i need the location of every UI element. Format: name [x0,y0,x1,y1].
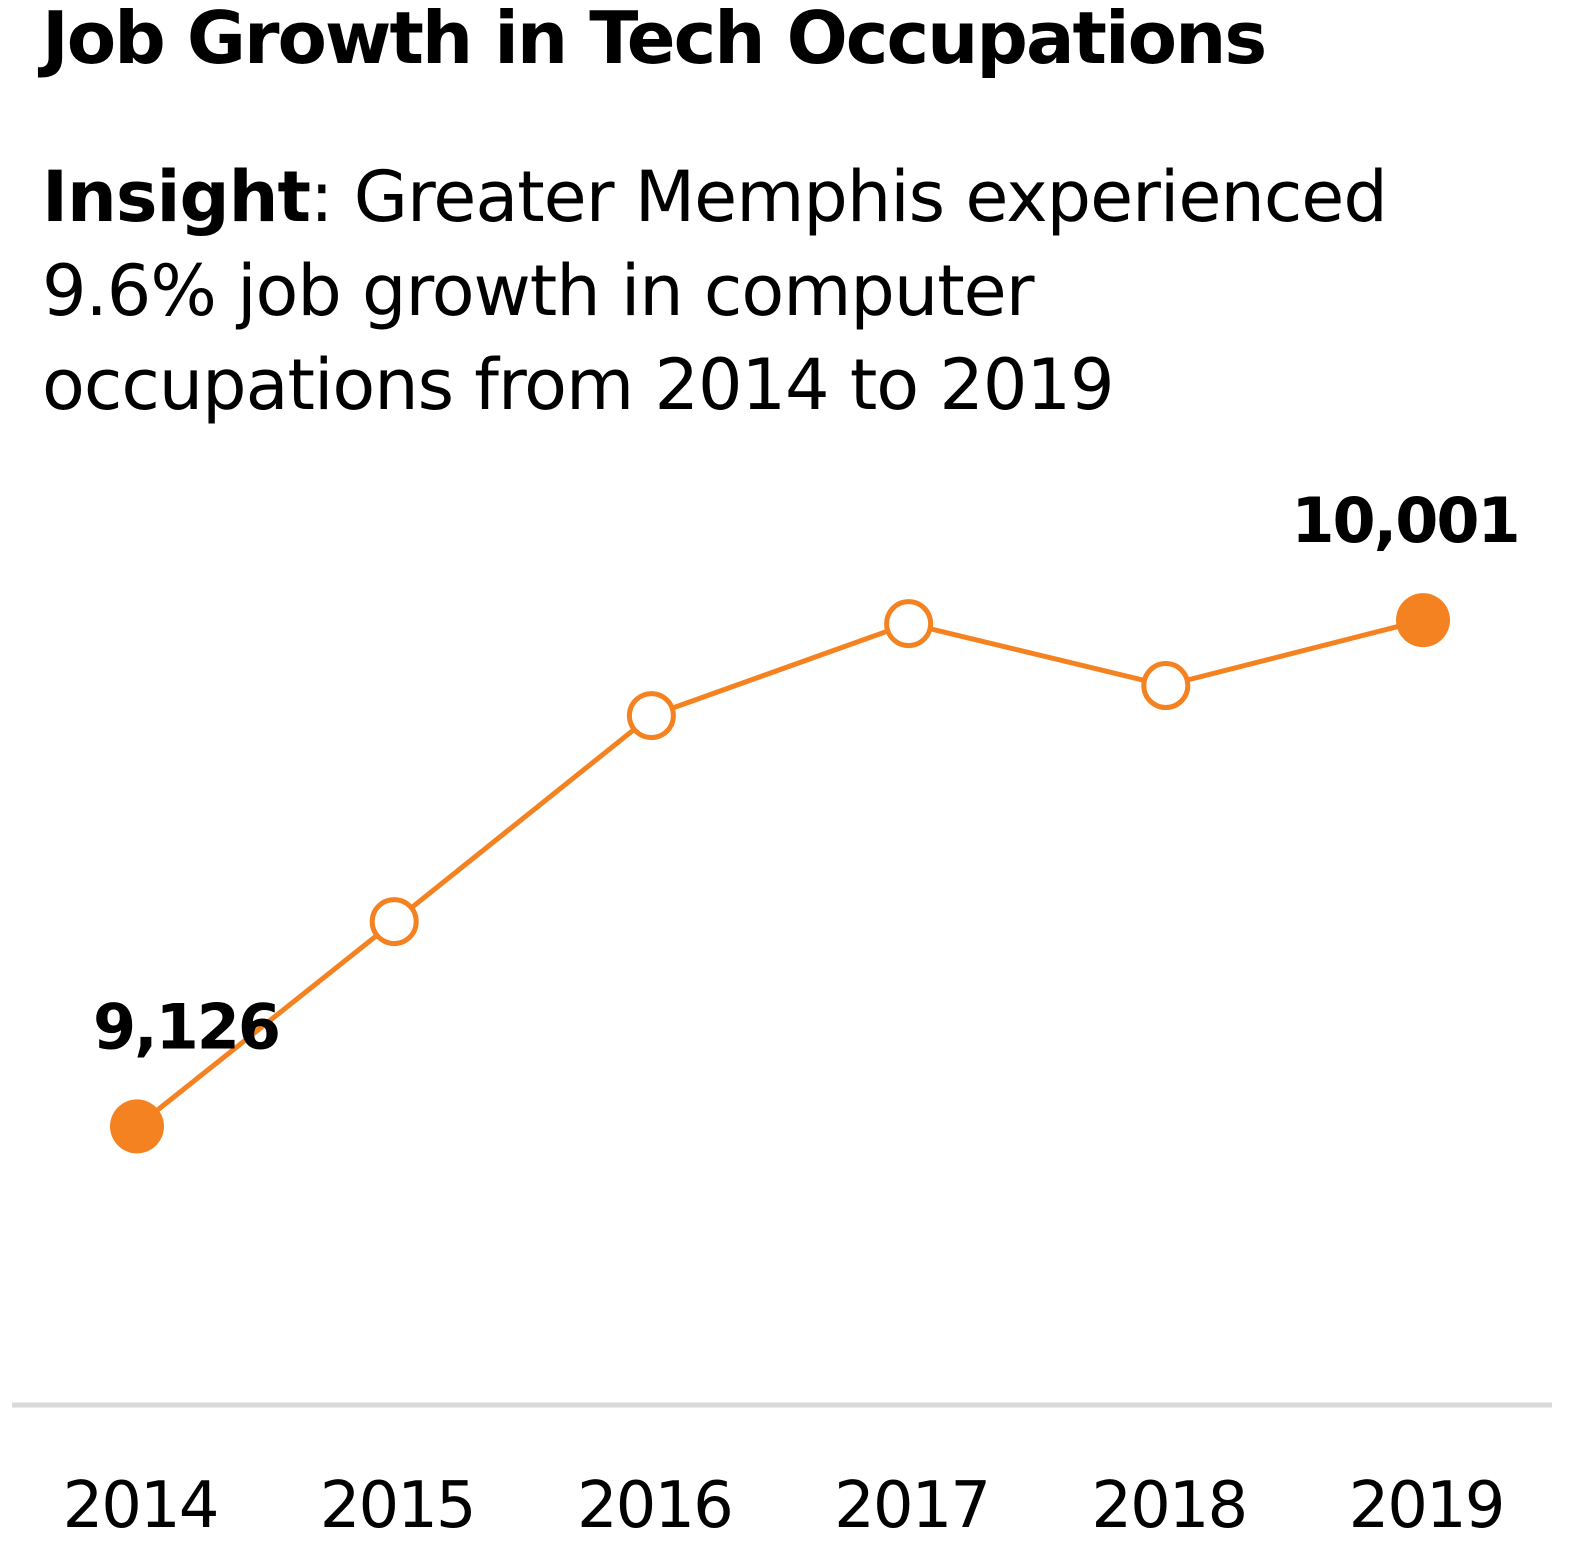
x-tick-label-2014: 2014 [63,1469,218,1542]
x-tick-labels: 2014 2015 2016 2017 2018 2019 [63,1469,1506,1542]
insight-text: Insight: Greater Memphis experienced 9.6… [42,150,1562,432]
series-line [135,617,1424,1129]
data-point-filled [1396,593,1450,648]
data-points [110,593,1450,1154]
data-point-hollow [1141,661,1191,711]
x-tick-label-2017: 2017 [834,1469,989,1542]
data-labels: 9,126 10,001 [93,484,1521,1063]
insight-lead: Insight [42,156,311,238]
chart-title: Job Growth in Tech Occupations [42,0,1267,80]
x-tick-label-2015: 2015 [320,1469,475,1542]
data-label-2019: 10,001 [1291,484,1518,557]
insight-line-1: Insight: Greater Memphis experienced [42,150,1562,244]
data-point-hollow [626,691,676,741]
data-label-2014: 9,126 [93,990,279,1063]
insight-line-1-text: : Greater Memphis experienced [309,156,1388,238]
x-tick-label-2019: 2019 [1349,1469,1504,1542]
insight-line-3: occupations from 2014 to 2019 [42,344,1115,426]
insight-line-2: 9.6% job growth in computer [42,250,1035,332]
data-point-hollow [369,897,419,947]
data-point-hollow [884,599,934,649]
data-point-filled [110,1099,164,1154]
x-tick-label-2016: 2016 [577,1469,732,1542]
x-tick-label-2018: 2018 [1091,1469,1246,1542]
